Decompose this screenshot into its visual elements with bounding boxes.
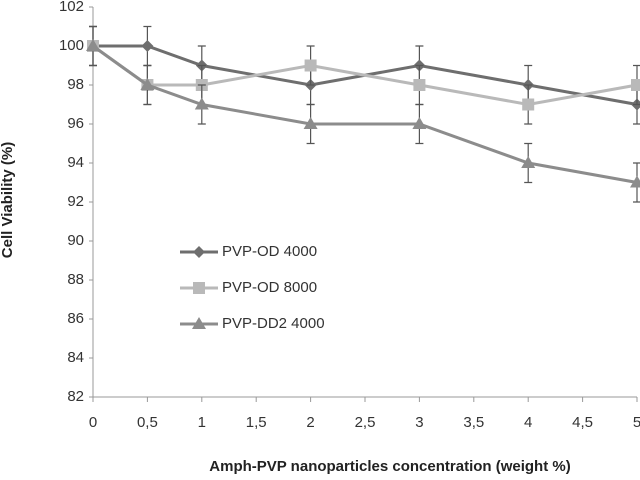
y-tick-label: 82 (67, 388, 84, 405)
y-axis-title: Cell Viability (%) (0, 142, 16, 258)
marker (630, 175, 640, 188)
marker (193, 282, 205, 294)
x-tick-label: 3 (415, 414, 423, 431)
marker (304, 59, 317, 72)
x-tick-label: 0 (89, 414, 97, 431)
marker (86, 39, 100, 51)
marker (631, 79, 640, 91)
marker (413, 79, 426, 91)
x-tick-label: 1 (198, 414, 206, 431)
y-tick-label: 88 (67, 271, 84, 288)
x-tick-label: 2,5 (355, 414, 376, 431)
y-tick-label: 86 (67, 310, 84, 327)
marker (522, 98, 535, 111)
x-tick-label: 3,5 (463, 414, 484, 431)
x-tick-label: 1,5 (246, 414, 267, 431)
marker (193, 246, 205, 258)
y-tick-label: 98 (67, 76, 84, 93)
y-tick-label: 92 (67, 193, 84, 210)
marker (412, 117, 427, 129)
x-axis-title: Amph-PVP nanoparticles concentration (we… (209, 458, 570, 475)
legend-label: PVP-OD 4000 (222, 243, 317, 260)
marker (194, 97, 209, 110)
legend-label: PVP-OD 8000 (222, 279, 317, 296)
x-tick-label: 4,5 (572, 414, 593, 431)
legend-label: PVP-DD2 4000 (222, 315, 325, 332)
y-tick-label: 84 (67, 349, 84, 366)
marker (141, 40, 154, 52)
series-line (92, 44, 638, 184)
x-tick-label: 5 (633, 414, 640, 431)
y-tick-label: 90 (67, 232, 84, 249)
marker (521, 156, 536, 168)
x-tick-label: 4 (524, 414, 532, 431)
marker (192, 317, 206, 329)
x-tick-label: 2 (306, 414, 314, 431)
y-tick-label: 100 (59, 37, 84, 54)
marker (140, 78, 155, 90)
y-tick-label: 94 (67, 154, 84, 171)
y-tick-label: 102 (59, 0, 84, 15)
x-tick-label: 0,5 (137, 414, 158, 431)
marker (303, 117, 318, 129)
y-tick-label: 96 (67, 115, 84, 132)
